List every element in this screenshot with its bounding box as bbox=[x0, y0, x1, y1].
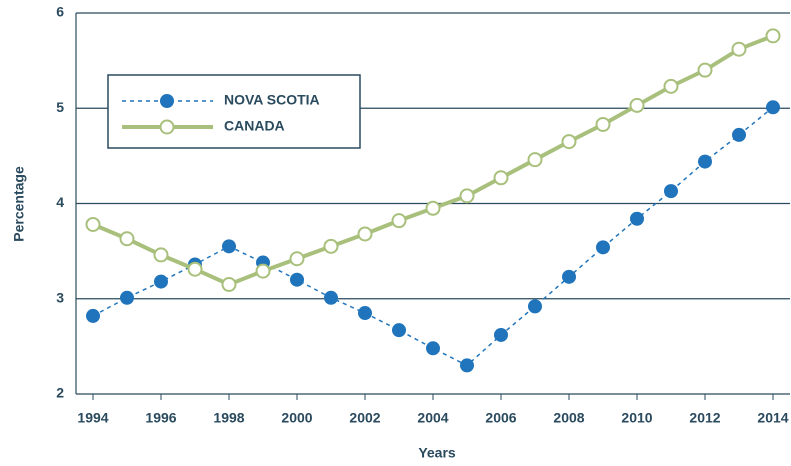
x-tick-label: 2000 bbox=[281, 410, 312, 426]
data-point bbox=[731, 41, 747, 57]
x-tick-label: 2012 bbox=[689, 410, 720, 426]
data-point bbox=[732, 127, 746, 142]
data-point bbox=[154, 274, 168, 289]
x-tick-label: 2002 bbox=[349, 410, 380, 426]
data-point bbox=[663, 78, 679, 94]
data-point bbox=[391, 213, 407, 229]
x-axis-label: Years bbox=[418, 445, 456, 461]
y-tick-label: 5 bbox=[56, 99, 64, 115]
data-point bbox=[86, 308, 100, 323]
legend-label: NOVA SCOTIA bbox=[224, 92, 320, 108]
data-point bbox=[460, 358, 474, 373]
x-tick-label: 1996 bbox=[145, 410, 176, 426]
series-line bbox=[92, 33, 774, 287]
legend-marker bbox=[159, 119, 175, 135]
data-point bbox=[119, 231, 135, 247]
x-tick-label: 2010 bbox=[621, 410, 652, 426]
y-tick-label: 3 bbox=[56, 289, 64, 305]
data-point bbox=[766, 100, 780, 115]
x-tick-label: 1998 bbox=[213, 410, 244, 426]
data-point bbox=[697, 62, 713, 78]
data-point bbox=[494, 327, 508, 342]
data-point bbox=[255, 263, 271, 279]
y-tick-label: 6 bbox=[56, 4, 64, 20]
y-tick-label: 4 bbox=[56, 194, 64, 210]
data-point bbox=[459, 188, 475, 204]
data-point bbox=[630, 211, 644, 226]
series-line bbox=[92, 106, 774, 367]
data-point bbox=[493, 170, 509, 186]
data-point bbox=[120, 290, 134, 305]
x-tick-label: 2006 bbox=[485, 410, 516, 426]
y-axis-label: Percentage bbox=[11, 166, 27, 242]
data-point bbox=[527, 152, 543, 168]
data-point bbox=[290, 272, 304, 287]
data-point bbox=[221, 276, 237, 292]
data-point bbox=[426, 341, 440, 356]
data-point bbox=[425, 200, 441, 216]
data-point bbox=[562, 269, 576, 284]
data-point bbox=[698, 154, 712, 169]
x-tick-label: 2004 bbox=[417, 410, 448, 426]
data-point bbox=[187, 261, 203, 277]
data-point bbox=[357, 226, 373, 242]
data-point bbox=[324, 290, 338, 305]
data-point bbox=[629, 97, 645, 113]
data-point bbox=[595, 116, 611, 132]
data-point bbox=[528, 299, 542, 314]
data-point bbox=[289, 251, 305, 267]
data-point bbox=[392, 323, 406, 338]
data-point bbox=[358, 306, 372, 321]
data-point bbox=[153, 247, 169, 263]
data-point bbox=[664, 184, 678, 199]
data-point bbox=[596, 240, 610, 255]
y-tick-label: 2 bbox=[56, 385, 64, 401]
x-tick-label: 1994 bbox=[77, 410, 108, 426]
legend-marker bbox=[160, 94, 174, 108]
data-point bbox=[561, 134, 577, 150]
data-point bbox=[222, 239, 236, 254]
x-tick-label: 2008 bbox=[553, 410, 584, 426]
legend-box bbox=[107, 74, 361, 149]
data-point bbox=[323, 238, 339, 254]
x-tick-label: 2014 bbox=[757, 410, 788, 426]
data-point bbox=[765, 28, 781, 44]
legend-label: CANADA bbox=[224, 118, 285, 134]
data-point bbox=[85, 216, 101, 232]
